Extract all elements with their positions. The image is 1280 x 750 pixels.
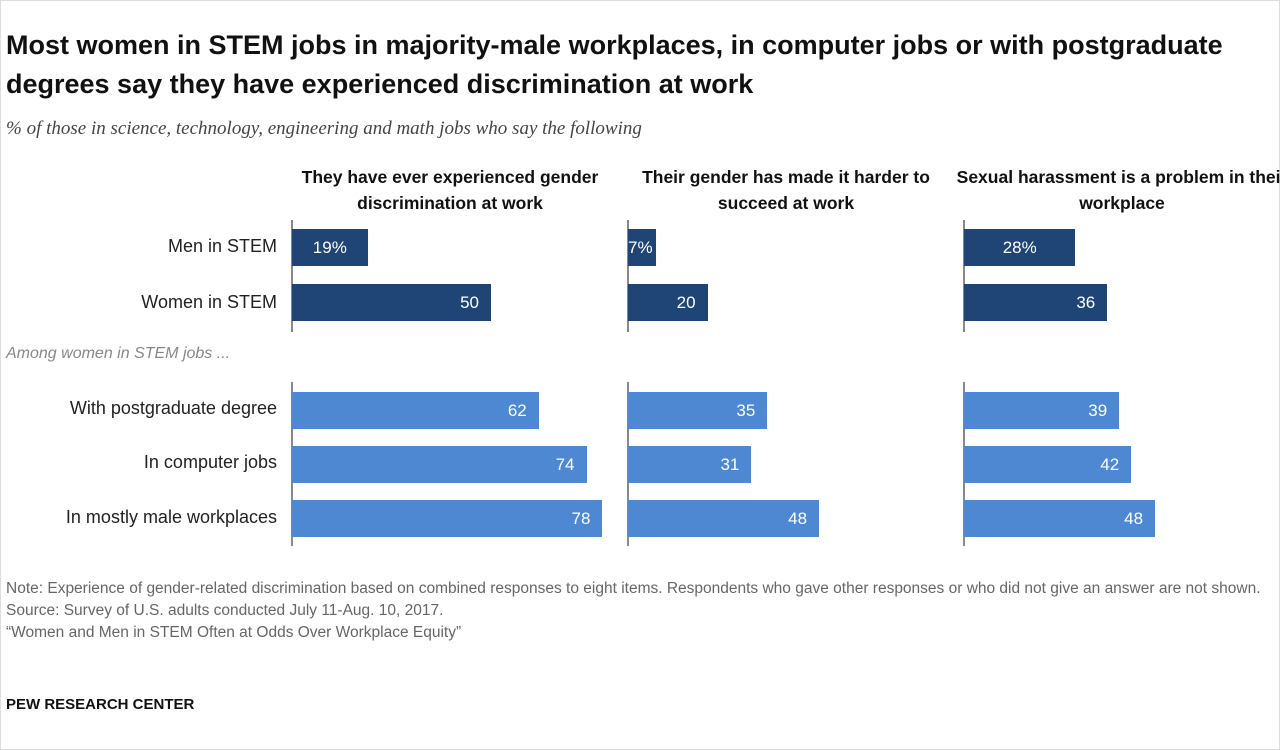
bar: 78 — [292, 500, 603, 537]
data-label: 42 — [1100, 455, 1120, 474]
group-label: Among women in STEM jobs ... — [6, 345, 231, 362]
data-label: 19% — [312, 238, 347, 257]
bar: 31 — [628, 446, 752, 483]
data-label: 39 — [1088, 401, 1108, 420]
chart-subtitle: % of those in science, technology, engin… — [6, 118, 642, 139]
data-label: 31 — [720, 455, 740, 474]
bar: 42 — [964, 446, 1132, 483]
notes: Note: Experience of gender-related discr… — [6, 578, 1266, 644]
note-text: Note: Experience of gender-related discr… — [6, 580, 1261, 597]
bar: 74 — [292, 446, 587, 483]
panel-header: Their gender has made it harder to succe… — [642, 167, 930, 213]
data-label: 20 — [676, 293, 696, 312]
bar: 39 — [964, 392, 1120, 429]
report-title: “Women and Men in STEM Often at Odds Ove… — [6, 624, 462, 641]
data-label: 48 — [1124, 509, 1144, 528]
category-label: In computer jobs — [143, 452, 277, 472]
bar: 20 — [628, 284, 708, 321]
panel-header: They have ever experienced gender discri… — [301, 167, 599, 213]
axis-line — [627, 220, 629, 332]
data-label: 48 — [788, 509, 808, 528]
data-label: 50 — [460, 293, 479, 312]
category-label: With postgraduate degree — [69, 398, 277, 418]
category-label: Women in STEM — [141, 292, 277, 312]
source-text: Source: Survey of U.S. adults conducted … — [6, 602, 444, 619]
data-label: 36 — [1076, 293, 1096, 312]
bar: 36 — [964, 284, 1108, 321]
bar: 62 — [292, 392, 539, 429]
data-label: 74 — [555, 455, 575, 474]
data-label: 28% — [1002, 238, 1037, 257]
data-label: 78 — [571, 509, 591, 528]
bar: 48 — [628, 500, 820, 537]
data-label: 7% — [628, 238, 653, 257]
bar: 28% — [964, 229, 1076, 266]
bar: 7% — [628, 229, 656, 266]
bar: 19% — [292, 229, 368, 266]
chart-title: Most women in STEM jobs in majority-male… — [6, 30, 1223, 99]
category-label: Men in STEM — [167, 236, 277, 256]
bar: 48 — [964, 500, 1156, 537]
data-label: 35 — [736, 401, 756, 420]
data-label: 62 — [507, 401, 527, 420]
brand-logo-text: PEW RESEARCH CENTER — [6, 696, 195, 713]
bar: 50 — [292, 284, 491, 321]
axis-line — [963, 220, 965, 332]
panel-header: Sexual harassment is a problem in their … — [956, 167, 1280, 213]
category-label: In mostly male workplaces — [65, 507, 277, 527]
bar: 35 — [628, 392, 768, 429]
axis-line — [291, 220, 293, 332]
